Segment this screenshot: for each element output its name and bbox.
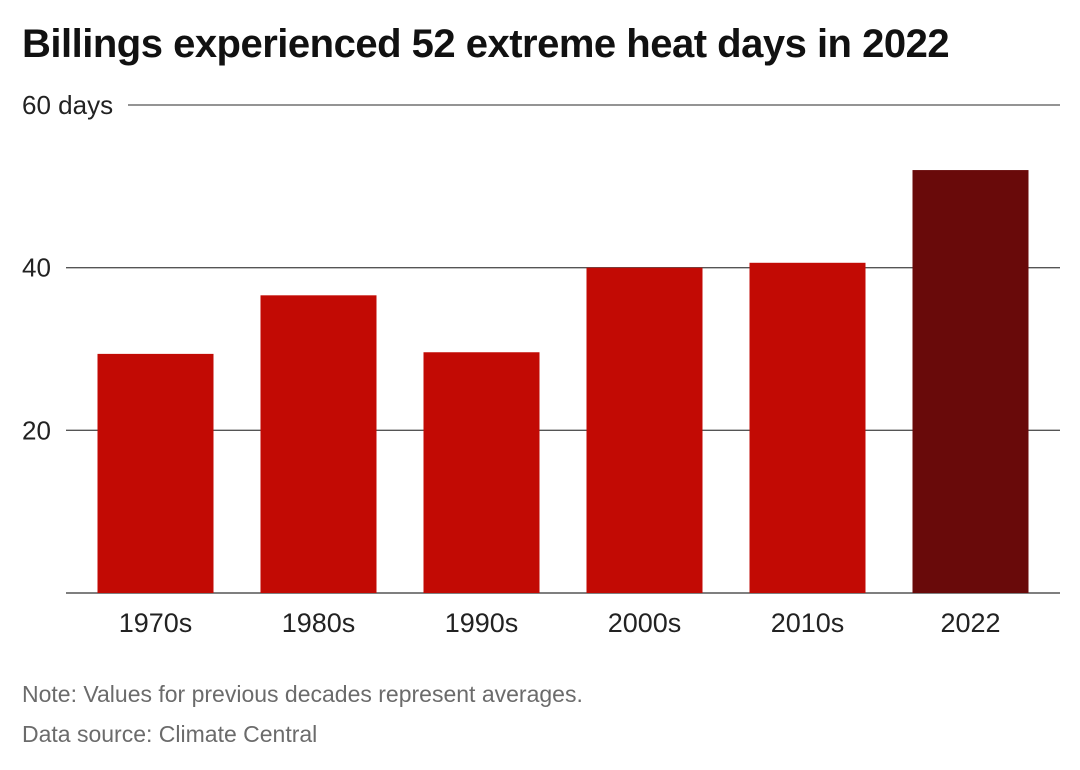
gridlines [66,104,1060,594]
x-tick-label: 1990s [445,608,519,638]
x-tick-label: 2000s [608,608,682,638]
bar-1970s [97,353,214,593]
x-tick-label: 1980s [282,608,356,638]
data-source: Data source: Climate Central [22,721,318,747]
x-axis-labels: 1970s 1980s 1990s 2000s 2010s 2022 [119,608,1001,638]
y-axis-labels: 20 40 60 days [22,90,113,445]
x-tick-label: 2010s [771,608,845,638]
footnote: Note: Values for previous decades repres… [22,681,583,707]
bar-2022 [912,170,1029,594]
bar-1990s [423,352,540,593]
bar-1980s [260,295,377,593]
x-tick-label: 1970s [119,608,193,638]
bar-2000s [586,267,703,593]
y-tick-label: 20 [22,415,51,445]
x-tick-label: 2022 [940,608,1000,638]
bars [97,170,1029,594]
y-tick-label: 60 days [22,90,113,120]
chart-title: Billings experienced 52 extreme heat day… [22,22,950,66]
y-tick-label: 40 [22,253,51,283]
bar-2010s [749,262,866,593]
